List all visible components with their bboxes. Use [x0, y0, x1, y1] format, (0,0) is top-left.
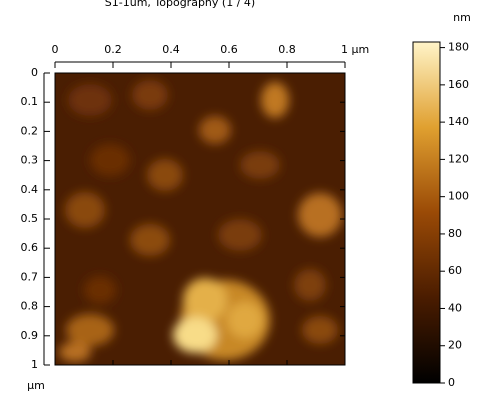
- title: S1-1um, Topography (1 / 4): [105, 0, 255, 9]
- colorbar-unit: nm: [453, 11, 471, 24]
- x-tick-label: 0.8: [278, 43, 296, 56]
- colorbar-tick-label: 160: [448, 78, 469, 91]
- colorbar-tick-label: 140: [448, 115, 469, 128]
- x-tick-label: 0.2: [104, 43, 122, 56]
- x-tick-label: 0: [52, 43, 59, 56]
- y-tick-label: 0.3: [21, 154, 39, 167]
- y-tick-label: 0.8: [21, 300, 39, 313]
- colorbar-tick-label: 180: [448, 41, 469, 54]
- colorbar-tick-label: 40: [448, 301, 462, 314]
- colorbar-tick-label: 80: [448, 227, 462, 240]
- colorbar-tick-label: 0: [448, 376, 455, 389]
- y-tick-label: 0.9: [21, 329, 39, 342]
- y-tick-label: 0.1: [21, 95, 39, 108]
- x-tick-label: 0.4: [162, 43, 180, 56]
- y-tick-label: 0.6: [21, 241, 39, 254]
- topography-image: [55, 73, 345, 365]
- x-tick-label: 1 µm: [341, 43, 369, 56]
- y-tick-label: 0.4: [21, 183, 39, 196]
- y-tick-label: 1: [31, 358, 38, 371]
- colorbar-tick-label: 120: [448, 152, 469, 165]
- y-tick-label: 0.2: [21, 124, 39, 137]
- y-tick-label: 0.5: [21, 212, 39, 225]
- y-tick-label: 0: [31, 66, 38, 79]
- x-tick-label: 0.6: [220, 43, 238, 56]
- y-unit: µm: [27, 379, 45, 392]
- colorbar-tick-label: 20: [448, 339, 462, 352]
- colorbar: [412, 41, 441, 384]
- colorbar-tick-label: 60: [448, 264, 462, 277]
- y-tick-label: 0.7: [21, 270, 39, 283]
- colorbar-tick-label: 100: [448, 190, 469, 203]
